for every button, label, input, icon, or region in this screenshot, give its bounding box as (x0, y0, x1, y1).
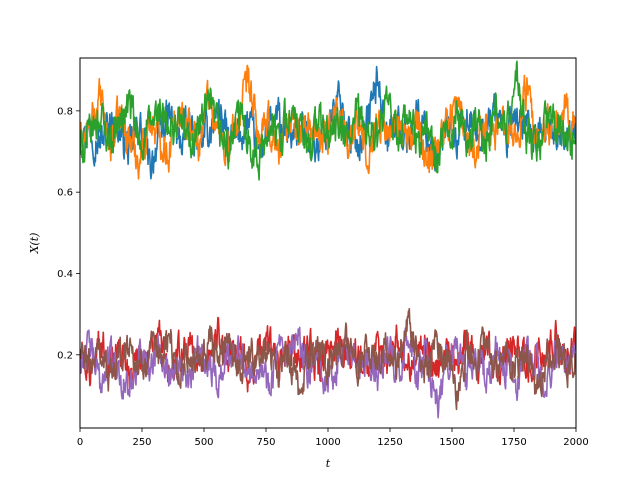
x-tick-label: 1000 (315, 437, 340, 448)
x-tick-label: 1500 (439, 437, 464, 448)
x-tick-label: 2000 (563, 437, 588, 448)
y-axis-label: X(t) (28, 233, 41, 255)
y-tick-label: 0.4 (57, 269, 73, 280)
x-tick-label: 1750 (501, 437, 526, 448)
x-tick-label: 750 (256, 437, 275, 448)
x-axis: 0 250 500 750 1000 1250 1500 1750 2000 (77, 428, 589, 448)
y-tick-label: 0.2 (57, 350, 73, 361)
x-tick-label: 0 (77, 437, 83, 448)
x-tick-label: 250 (132, 437, 151, 448)
y-tick-label: 0.8 (57, 106, 73, 117)
x-tick-label: 500 (194, 437, 213, 448)
x-axis-label: t (326, 457, 331, 470)
series-line-3 (80, 60, 576, 181)
series-line-6 (80, 307, 576, 411)
series-layer (80, 60, 576, 419)
x-tick-label: 1250 (377, 437, 402, 448)
y-axis: 0.2 0.4 0.6 0.8 (57, 106, 80, 361)
series-line-2 (80, 64, 576, 180)
y-tick-label: 0.6 (57, 188, 73, 199)
